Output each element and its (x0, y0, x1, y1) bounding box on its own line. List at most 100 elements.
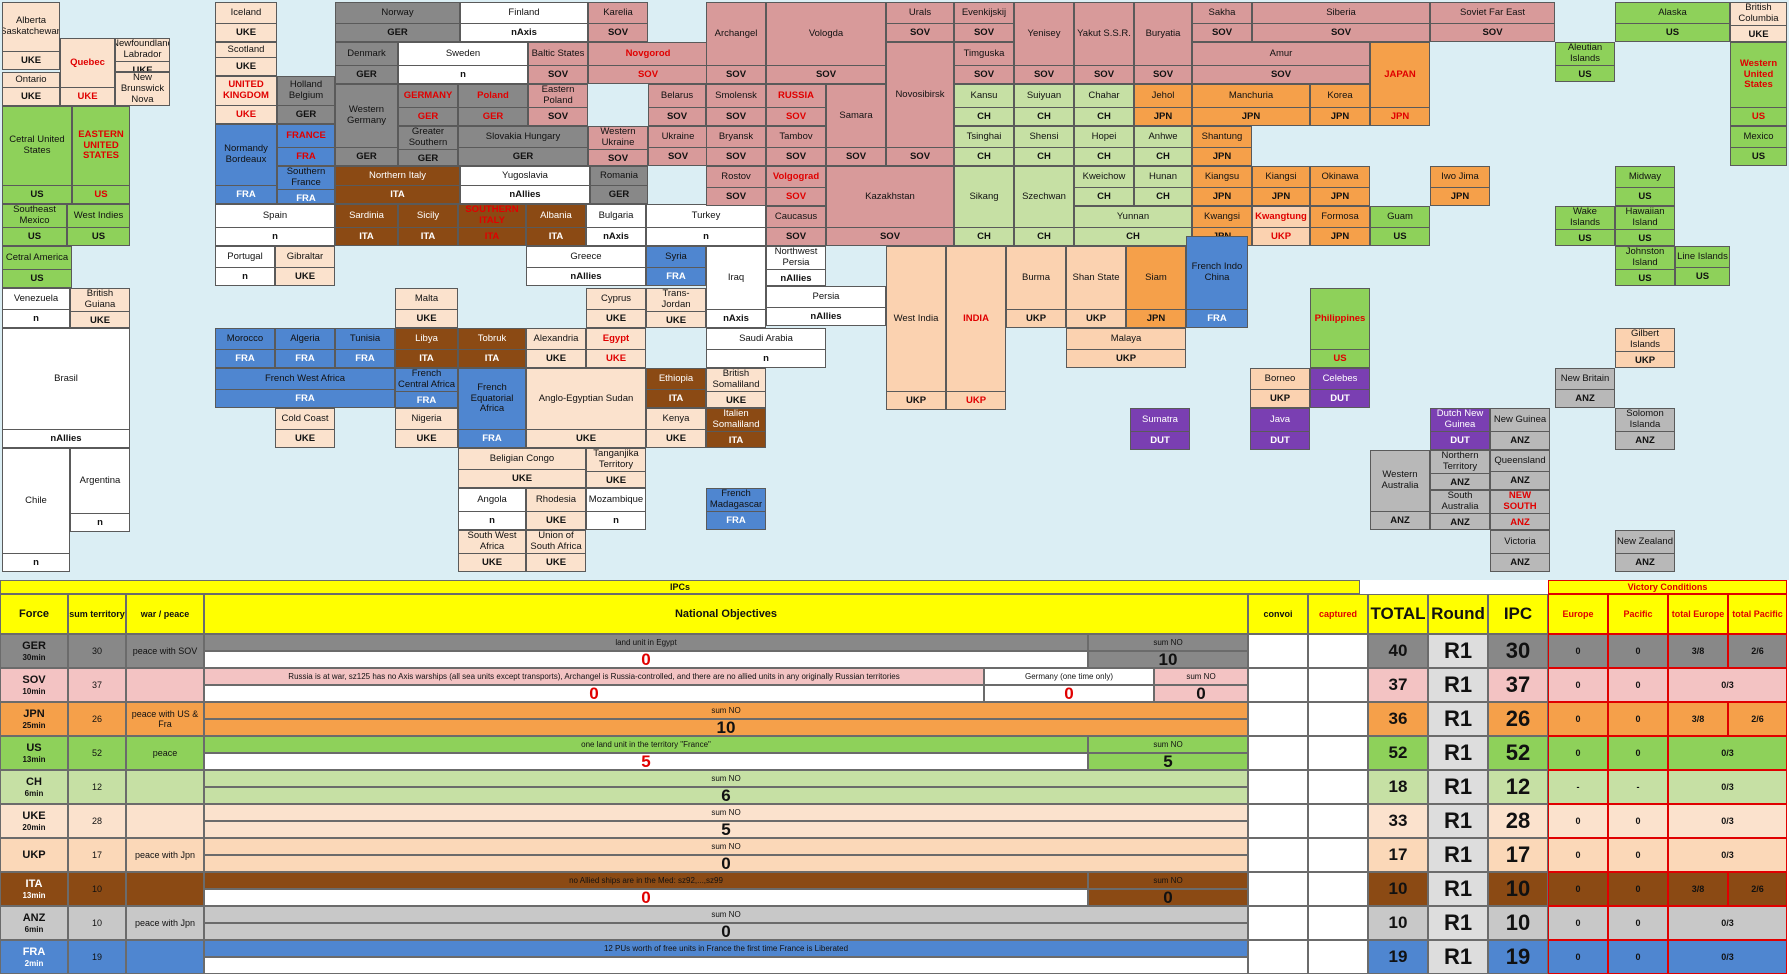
territory-sikang[interactable]: Sikang CH (954, 166, 1014, 246)
territory-british-guiana[interactable]: British Guiana UKE (70, 288, 130, 328)
territory-kiangsu[interactable]: Kiangsu JPN (1192, 166, 1252, 206)
territory-urals[interactable]: Urals SOV (886, 2, 954, 42)
territory-portugal[interactable]: Portugal n (215, 246, 275, 286)
territory-beligian-congo[interactable]: Beligian Congo UKE (458, 448, 586, 488)
territory-british-columbia[interactable]: British Columbia UKE (1730, 2, 1787, 42)
territory-smolensk[interactable]: Smolensk SOV (706, 84, 766, 126)
territory-celebes[interactable]: Celebes DUT (1310, 368, 1370, 408)
territory-amur[interactable]: Amur SOV (1192, 42, 1370, 84)
territory-iwo-jima[interactable]: Iwo Jima JPN (1430, 166, 1490, 206)
territory-burma[interactable]: Burma UKP (1006, 246, 1066, 328)
territory-france[interactable]: FRANCE FRA (277, 124, 335, 166)
territory-bulgaria[interactable]: Bulgaria nAxis (586, 204, 646, 246)
territory-yugoslavia[interactable]: Yugoslavia nAllies (460, 166, 590, 204)
territory-japan[interactable]: JAPAN JPN (1370, 42, 1430, 126)
territory-chahar[interactable]: Chahar CH (1074, 84, 1134, 126)
territory-chile[interactable]: Chile n (2, 448, 70, 572)
territory-alexandria[interactable]: Alexandria UKE (526, 328, 586, 368)
territory-gibraltar[interactable]: Gibraltar UKE (275, 246, 335, 286)
territory-iceland[interactable]: Iceland UKE (215, 2, 277, 42)
territory-queensland[interactable]: Queensland ANZ (1490, 450, 1550, 490)
territory-siam[interactable]: Siam JPN (1126, 246, 1186, 328)
territory-korea[interactable]: Korea JPN (1310, 84, 1370, 126)
territory-alberta-saskatchewan[interactable]: Alberta Saskatchewan UKE (2, 2, 60, 70)
territory-sakha[interactable]: Sakha SOV (1192, 2, 1252, 42)
territory-szechwan[interactable]: Szechwan CH (1014, 166, 1074, 246)
territory-quebec[interactable]: Quebec UKE (60, 38, 115, 106)
territory-libya[interactable]: Libya ITA (395, 328, 458, 368)
territory-french-equatorial-africa[interactable]: French Equatorial Africa FRA (458, 368, 526, 448)
territory-formosa[interactable]: Formosa JPN (1310, 206, 1370, 246)
territory-norway[interactable]: Norway GER (335, 2, 460, 42)
territory-timguska[interactable]: Timguska SOV (954, 42, 1014, 84)
territory-manchuria[interactable]: Manchuria JPN (1192, 84, 1310, 126)
territory-egypt[interactable]: Egypt UKE (586, 328, 646, 368)
territory-kansu[interactable]: Kansu CH (954, 84, 1014, 126)
territory-malaya[interactable]: Malaya UKP (1066, 328, 1186, 368)
territory-novgorod[interactable]: Novgorod SOV (588, 42, 708, 84)
territory-tobruk[interactable]: Tobruk ITA (458, 328, 526, 368)
territory-mexico[interactable]: Mexico US (1730, 126, 1787, 166)
territory-rhodesia[interactable]: Rhodesia UKE (526, 488, 586, 530)
territory-saudi-arabia[interactable]: Saudi Arabia n (706, 328, 826, 368)
territory-tunisia[interactable]: Tunisia FRA (335, 328, 395, 368)
territory-northern-italy[interactable]: Northern Italy ITA (335, 166, 460, 204)
territory-syria[interactable]: Syria FRA (646, 246, 706, 286)
territory-volgograd[interactable]: Volgograd SOV (766, 166, 826, 206)
territory-holland-belgium[interactable]: Holland Belgium GER (277, 76, 335, 124)
territory-ethiopia[interactable]: Ethiopia ITA (646, 368, 706, 408)
territory-normandy-bordeaux[interactable]: Normandy Bordeaux FRA (215, 124, 277, 204)
territory-new-zealand[interactable]: New Zealand ANZ (1615, 530, 1675, 572)
territory-poland[interactable]: Poland GER (458, 84, 528, 126)
territory-western-germany[interactable]: Western Germany GER (335, 84, 398, 166)
territory-java[interactable]: Java DUT (1250, 408, 1310, 450)
territory-ukraine[interactable]: Ukraine SOV (648, 126, 708, 166)
territory-sicily[interactable]: Sicily ITA (398, 204, 458, 246)
territory-kenya[interactable]: Kenya UKE (646, 408, 706, 448)
territory-scotland[interactable]: Scotland UKE (215, 42, 277, 76)
territory-sumatra[interactable]: Sumatra DUT (1130, 408, 1190, 450)
territory-angola[interactable]: Angola n (458, 488, 526, 530)
territory-buryatia[interactable]: Buryatia SOV (1134, 2, 1192, 84)
territory-sweden[interactable]: Sweden n (398, 42, 528, 84)
territory-suiyuan[interactable]: Suiyuan CH (1014, 84, 1074, 126)
territory-bryansk[interactable]: Bryansk SOV (706, 126, 766, 166)
territory-west-indies[interactable]: West Indies US (67, 204, 130, 246)
territory-finland[interactable]: Finland nAxis (460, 2, 588, 42)
territory-french-central-africa[interactable]: French Central Africa FRA (395, 368, 458, 408)
territory-italien-somaliland[interactable]: Italien Somaliland ITA (706, 408, 766, 448)
territory-west-india[interactable]: West India UKP (886, 246, 946, 410)
territory-philippines[interactable]: Philippines US (1310, 288, 1370, 368)
territory-western-australia[interactable]: Western Australia ANZ (1370, 450, 1430, 530)
territory-soviet-far-east[interactable]: Soviet Far East SOV (1430, 2, 1555, 42)
territory-kwangtung[interactable]: Kwangtung UKP (1252, 206, 1310, 246)
territory-shantung[interactable]: Shantung JPN (1192, 126, 1252, 166)
territory-wake-islands[interactable]: Wake Islands US (1555, 206, 1615, 246)
territory-cetral-united-states[interactable]: Cetral United States US (2, 106, 72, 204)
territory-british-somaliland[interactable]: British Somaliland UKE (706, 368, 766, 408)
territory-persia[interactable]: Persia nAllies (766, 286, 886, 326)
territory-french-madagascar[interactable]: French Madagascar FRA (706, 488, 766, 530)
territory-cyprus[interactable]: Cyprus UKE (586, 288, 646, 328)
territory-shan-state[interactable]: Shan State UKP (1066, 246, 1126, 328)
territory-sardinia[interactable]: Sardinia ITA (335, 204, 398, 246)
territory-rostov[interactable]: Rostov SOV (706, 166, 766, 206)
territory-united-kingdom[interactable]: UNITED KINGDOM UKE (215, 76, 277, 124)
territory-venezuela[interactable]: Venezuela n (2, 288, 70, 328)
territory-new-brunswick-nova-scotia[interactable]: New Brunswick Nova ScotiaUKE (115, 72, 170, 106)
territory-anhwe[interactable]: Anhwe CH (1134, 126, 1192, 166)
territory-argentina[interactable]: Argentina n (70, 448, 130, 532)
territory-evenkijskij[interactable]: Evenkijskij SOV (954, 2, 1014, 42)
territory-karelia[interactable]: Karelia SOV (588, 2, 648, 42)
territory-siberia[interactable]: Siberia SOV (1252, 2, 1430, 42)
territory-line-islands[interactable]: Line Islands US (1675, 246, 1730, 286)
territory-southern-italy[interactable]: SOUTHERN ITALY ITA (458, 204, 526, 246)
territory-cold-coast[interactable]: Cold Coast UKE (275, 408, 335, 448)
territory-new-south[interactable]: NEW SOUTH ANZ (1490, 490, 1550, 530)
territory-southern-france[interactable]: Southern France FRA (277, 166, 335, 204)
territory-western-united-states[interactable]: Western United States US (1730, 42, 1787, 126)
territory-victoria[interactable]: Victoria ANZ (1490, 530, 1550, 572)
territory-india[interactable]: INDIA UKP (946, 246, 1006, 410)
territory-hunan[interactable]: Hunan CH (1134, 166, 1192, 206)
territory-kweichow[interactable]: Kweichow CH (1074, 166, 1134, 206)
